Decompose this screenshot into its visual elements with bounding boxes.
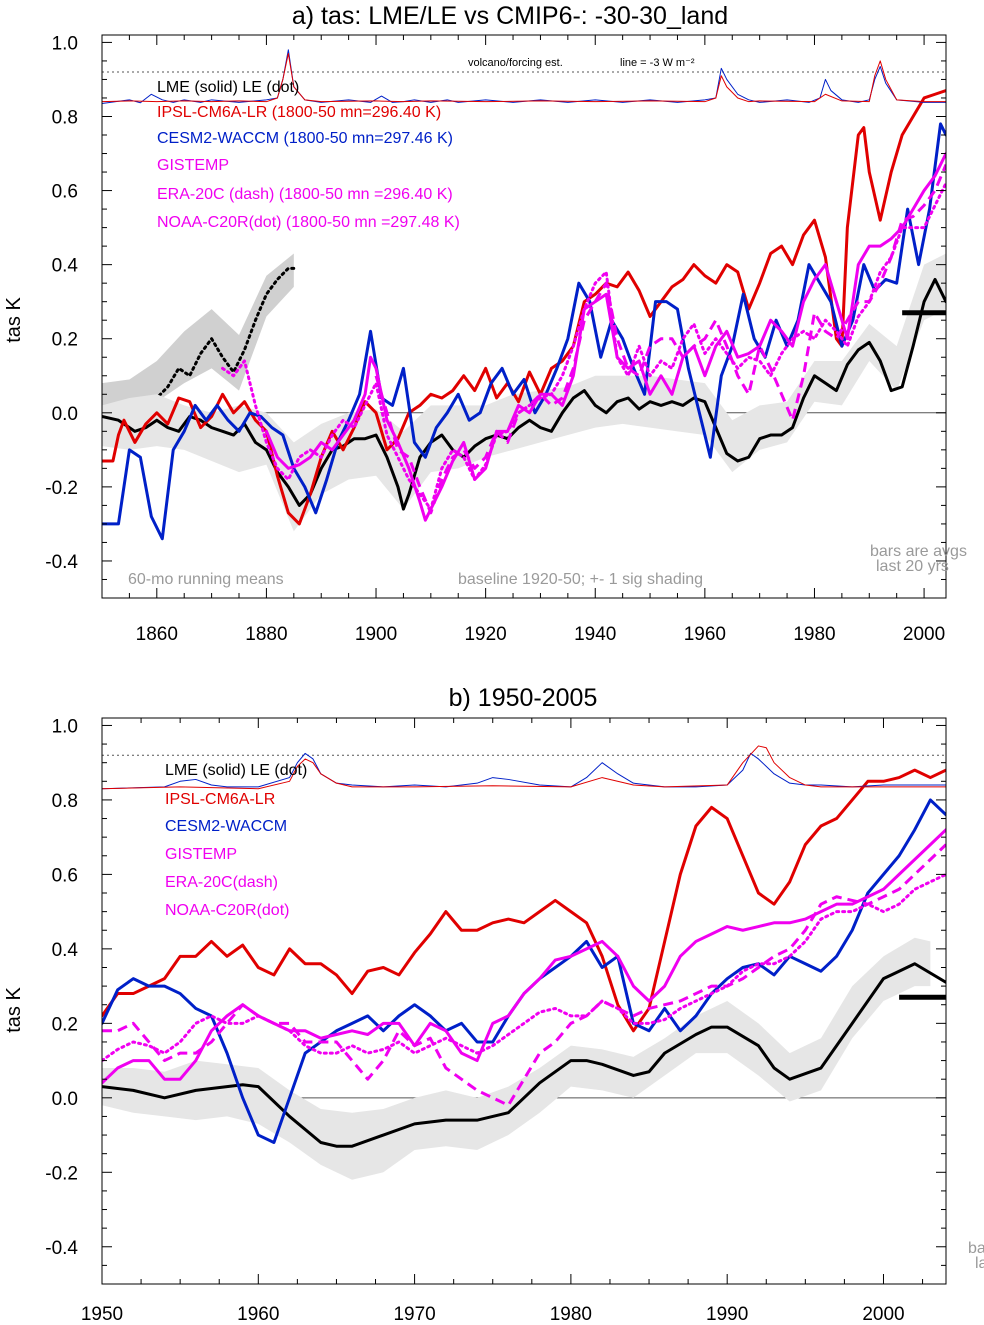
panel-a-chart: a) tas: LME/LE vs CMIP6-: -30-30_land ta… bbox=[3, 2, 967, 645]
panel-a-ylabel: tas K bbox=[3, 297, 25, 343]
panel-b-legend-lme: LME (solid) LE (dot) bbox=[165, 762, 307, 779]
panel-b-x-tick-label: 1990 bbox=[706, 1304, 748, 1325]
panel-b-note-bars: ba bbox=[968, 1240, 984, 1257]
panel-a-y-tick-label: 0.8 bbox=[52, 107, 78, 128]
panel-b-series-lme-forcing bbox=[102, 752, 946, 790]
panel-b-x-tick-label: 1970 bbox=[393, 1304, 435, 1325]
panel-b-legend-ipsl: IPSL-CM6A-LR bbox=[165, 791, 275, 808]
panel-a-series-lme-forcing bbox=[102, 49, 946, 105]
panel-b-series-le-forcing bbox=[102, 745, 946, 790]
panel-a-note-running-means: 60-mo running means bbox=[128, 571, 284, 588]
panel-a-series-lme-shading bbox=[102, 253, 946, 532]
panel-b-title: b) 1950-2005 bbox=[449, 684, 598, 712]
panel-a-y-tick-label: -0.2 bbox=[45, 478, 78, 499]
panel-b-y-tick-label: -0.2 bbox=[45, 1163, 78, 1184]
panel-b-legend-gistemp: GISTEMP bbox=[165, 846, 237, 863]
panel-b-y-tick-label: 0.8 bbox=[52, 791, 78, 812]
panel-a-x-tick-label: 2000 bbox=[903, 624, 945, 645]
panel-b-series-noaa-c20r-dot bbox=[102, 872, 946, 1063]
panel-b-legend-cesm2: CESM2-WACCM bbox=[165, 818, 287, 835]
panel-a-y-tick-label: 1.0 bbox=[52, 33, 78, 54]
panel-a-x-tick-label: 1880 bbox=[245, 624, 287, 645]
panel-b-y-tick-label: 1.0 bbox=[52, 716, 78, 737]
panel-a-forcing-label: volcano/forcing est. bbox=[468, 57, 563, 69]
panel-b-series-era-20c-dash bbox=[102, 843, 946, 1107]
panel-a-x-tick-label: 1900 bbox=[355, 624, 397, 645]
panel-a-legend: LME (solid) LE (dot) IPSL-CM6A-LR (1800-… bbox=[157, 79, 460, 231]
panel-a-tick-labels: 1860 1880 1900 1920 1940 1960 1980 2000 -0.4 -0.2… bbox=[45, 33, 945, 645]
panel-a-series-le-forcing bbox=[102, 53, 946, 103]
panel-a-y-tick-label: 0.6 bbox=[52, 182, 78, 203]
panel-a-title: a) tas: LME/LE vs CMIP6-: -30-30_land bbox=[292, 2, 728, 30]
panel-b-legend-era20c: ERA-20C(dash) bbox=[165, 874, 278, 891]
panel-b-series-ipsl-cm6a-lr bbox=[102, 768, 946, 1033]
panel-a-x-tick-label: 1920 bbox=[464, 624, 506, 645]
panel-a-note-bars: bars are avgs bbox=[870, 543, 967, 560]
panel-a-legend-era20c: ERA-20C (dash) (1800-50 mn =296.40 K) bbox=[157, 186, 453, 203]
panel-b-x-tick-label: 1980 bbox=[550, 1304, 592, 1325]
panel-a-legend-lme: LME (solid) LE (dot) bbox=[157, 79, 299, 96]
panel-b-series bbox=[102, 745, 946, 1180]
panel-a-note-last20: last 20 yrs bbox=[876, 558, 949, 575]
panel-a-y-tick-label: 0.2 bbox=[52, 330, 78, 351]
panel-a-series-lme-solid bbox=[102, 277, 946, 511]
panel-b-y-tick-label: 0.6 bbox=[52, 865, 78, 886]
panel-b-y-tick-label: 0.2 bbox=[52, 1014, 78, 1035]
panel-b-x-tick-label: 1960 bbox=[237, 1304, 279, 1325]
panel-a-legend-cesm2: CESM2-WACCM (1800-50 mn=297.46 K) bbox=[157, 130, 453, 147]
panel-b-legend: LME (solid) LE (dot) IPSL-CM6A-LR CESM2-… bbox=[165, 762, 307, 919]
panel-a-x-tick-label: 1940 bbox=[574, 624, 616, 645]
panel-a-y-tick-label: 0.0 bbox=[52, 404, 78, 425]
panel-b-y-tick-label: 0.0 bbox=[52, 1089, 78, 1110]
panel-b-x-tick-label: 1950 bbox=[81, 1304, 123, 1325]
panel-a-legend-ipsl: IPSL-CM6A-LR (1800-50 mn=296.40 K) bbox=[157, 104, 441, 121]
panel-a-x-tick-label: 1960 bbox=[684, 624, 726, 645]
panel-a-axes bbox=[101, 34, 947, 599]
panel-a-series bbox=[102, 49, 946, 541]
panel-a-x-tick-label: 1860 bbox=[136, 624, 178, 645]
panel-a-legend-gistemp: GISTEMP bbox=[157, 157, 229, 174]
panel-b-axes bbox=[101, 717, 947, 1285]
panel-b-note-last: la bbox=[975, 1255, 984, 1272]
panel-a-legend-noaa: NOAA-C20R(dot) (1800-50 mn =297.48 K) bbox=[157, 214, 460, 231]
panel-b-x-tick-label: 2000 bbox=[862, 1304, 904, 1325]
panel-a-series-era-20c-dash bbox=[374, 164, 946, 515]
panel-b-y-tick-label: 0.4 bbox=[52, 940, 79, 961]
panel-a-x-tick-label: 1980 bbox=[793, 624, 835, 645]
panel-b-series-lme-solid bbox=[102, 962, 946, 1148]
panel-b-tick-labels: 1950 1960 1970 1980 1990 2000 -0.4 -0.2 0.0 0.2 0.… bbox=[45, 716, 904, 1325]
panel-a-series-cesm2-waccm bbox=[102, 122, 946, 541]
panel-a-series-gistemp bbox=[264, 152, 946, 522]
panel-a-y-tick-label: 0.4 bbox=[52, 256, 79, 277]
panel-a-forcing-line-label: line = -3 W m⁻² bbox=[620, 57, 695, 69]
panel-a-series-le-shading bbox=[102, 253, 294, 421]
panel-a-series-le-dot bbox=[102, 266, 296, 415]
panel-a-series-noaa-c20r-dot bbox=[221, 181, 946, 511]
panel-b-series-lme-shading bbox=[102, 937, 931, 1180]
panel-b-legend-noaa: NOAA-C20R(dot) bbox=[165, 902, 289, 919]
panel-b-y-tick-label: -0.4 bbox=[45, 1238, 78, 1259]
panel-a-frame bbox=[101, 34, 947, 599]
panel-a-note-baseline: baseline 1920-50; +- 1 sig shading bbox=[458, 571, 703, 588]
panel-a-series-ipsl-cm6a-lr bbox=[102, 89, 946, 526]
panel-a-y-tick-label: -0.4 bbox=[45, 552, 78, 573]
panel-b-chart: b) 1950-2005 tas K 1950 1960 1970 1980 1990 2… bbox=[3, 684, 984, 1325]
panel-b-frame bbox=[101, 717, 947, 1285]
panel-b-ylabel: tas K bbox=[3, 987, 25, 1033]
